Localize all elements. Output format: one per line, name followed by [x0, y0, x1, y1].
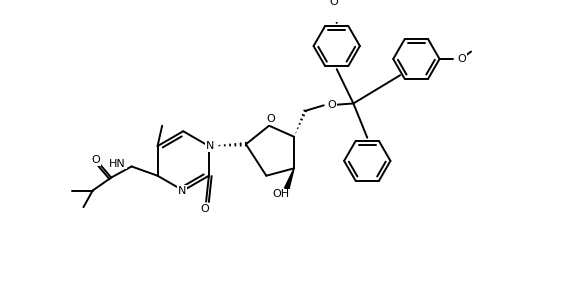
Polygon shape [285, 168, 294, 190]
Text: OH: OH [273, 189, 290, 199]
Text: HN: HN [109, 159, 126, 169]
Text: O: O [266, 114, 275, 124]
Text: N: N [206, 141, 214, 151]
Text: O: O [327, 100, 336, 110]
Text: O: O [329, 0, 338, 7]
Text: O: O [91, 155, 100, 165]
Text: O: O [457, 54, 466, 64]
Text: N: N [178, 186, 186, 195]
Text: O: O [201, 204, 210, 214]
